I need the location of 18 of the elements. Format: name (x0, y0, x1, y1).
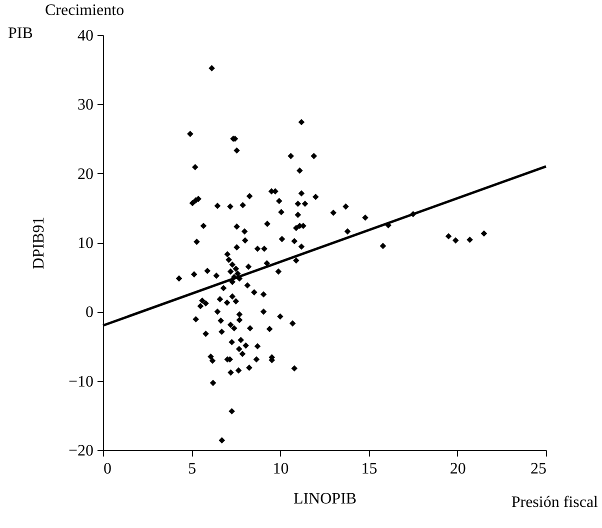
x-tick-label: 20 (450, 460, 466, 478)
x-tick-label: 15 (361, 460, 378, 478)
text: PIB (8, 25, 33, 43)
text: Crecimiento (45, 2, 124, 20)
y-tick-label: −10 (68, 373, 94, 390)
y-tick-label: 20 (78, 166, 94, 183)
y-tick-label: 10 (78, 235, 94, 252)
y-axis-title: DPIB91 (30, 216, 48, 270)
x-tick-label: 5 (188, 460, 196, 478)
y-tick-label: 0 (86, 304, 94, 322)
x-axis-title: LINOPIB (293, 490, 357, 508)
text: Presión fiscal (511, 494, 598, 512)
x-tick-label: 0 (104, 460, 112, 478)
y-tick-label: −20 (68, 442, 94, 460)
y-tick-label: 40 (78, 28, 94, 44)
x-tick-label: 10 (272, 460, 289, 478)
x-tick-label: 25 (530, 460, 546, 478)
y-tick-label: 30 (78, 96, 94, 114)
